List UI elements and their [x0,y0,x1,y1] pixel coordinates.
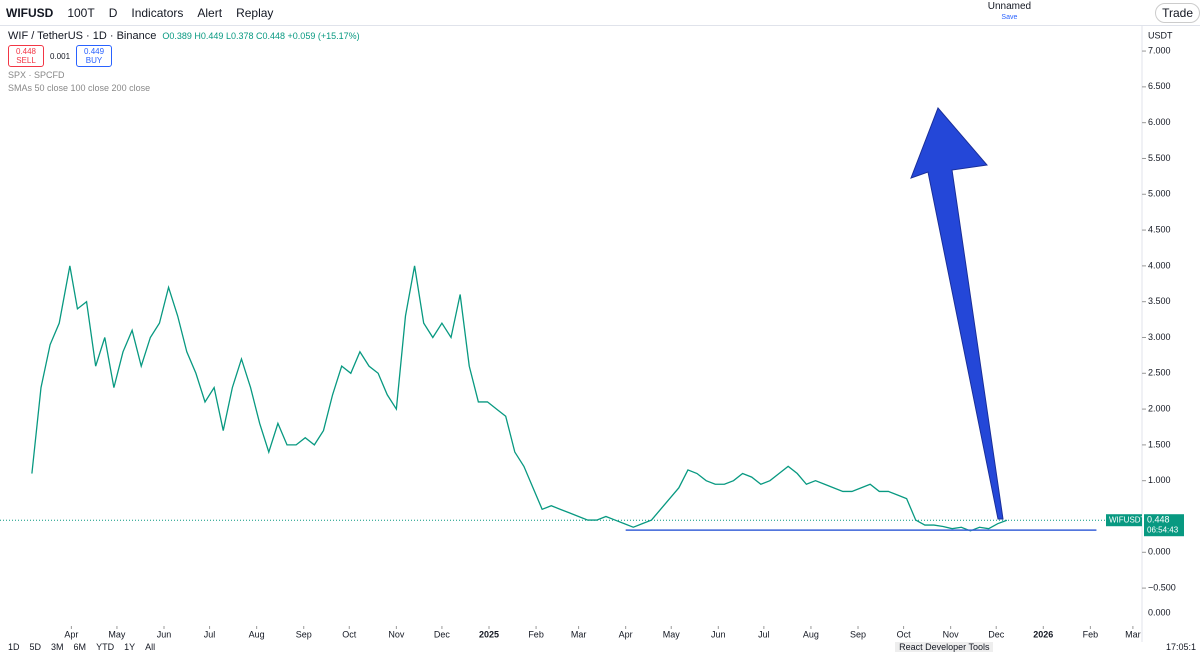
x-tick-label: 2026 [1033,629,1053,639]
x-tick-label: Nov [943,629,960,639]
bottom-bar: 1D 5D 3M 6M YTD 1Y All React Developer Tools 17:… [0,642,1200,652]
layout-name: Unnamed [987,1,1032,12]
y-tick-label: 4.000 [1148,260,1171,270]
range-button[interactable]: 3M [51,642,64,652]
change: +0.059 (+15.17%) [287,31,360,41]
legend: WIF / TetherUS · 1D · Binance O0.389 H0.… [8,30,360,96]
smas: SMAs 50 close 100 close 200 close [8,83,151,93]
x-tick-label: Sep [296,629,312,639]
indicator-zero: 0.000 [1148,607,1171,617]
x-tick-label: Jul [204,629,216,639]
y-tick-label: 6.500 [1148,81,1171,91]
layout-save: Save [1001,14,1018,21]
x-tick-label: Aug [803,629,819,639]
ohlc: O0.389 H0.449 L0.378 C0.448 +0.059 (+15.… [162,31,359,41]
x-tick-label: Apr [619,629,633,639]
range-button[interactable]: 1D [8,642,20,652]
replay-button[interactable]: Replay [236,5,274,20]
range-button[interactable]: 1Y [124,642,136,652]
y-tick-label: 6.000 [1148,117,1171,127]
buy-label: BUY [85,56,103,65]
x-tick-label: Nov [388,629,405,639]
x-tick-label: Jul [758,629,770,639]
sell-label: SELL [16,56,36,65]
y-tick-label: 5.000 [1148,189,1171,199]
chart: USDT 7.000 6.500 6.000 5.500 5.000 4.500 4.000… [0,26,1184,642]
clock[interactable]: 17:05:1 [1165,642,1196,652]
y-tick-label: 7.000 [1148,45,1171,55]
symbol-search[interactable]: WIFUSD [6,5,54,20]
high: H0.449 [194,31,224,41]
sell-price: 0.448 [15,47,37,56]
x-tick-label: Apr [64,629,78,639]
x-tick-label: Jun [157,629,172,639]
x-tick-label: May [663,629,681,639]
x-tick-label: Dec [434,629,451,639]
symbol-tag-text: WIFUSDT [1109,515,1146,524]
price-tag [1144,514,1184,537]
open: O0.389 [162,31,192,41]
x-tick-label: Oct [342,629,357,639]
spread: 0.001 [50,51,71,61]
buy-button[interactable]: 0.449 BUY [76,45,113,67]
x-tick-label: May [108,629,126,639]
x-tick-label: Mar [1125,629,1141,639]
indicators-button[interactable]: Indicators [131,5,184,20]
x-tick-label: Feb [1083,629,1099,639]
x-tick-label: Jun [711,629,726,639]
currency: USDT [1148,30,1173,40]
y-tick-label: 3.000 [1148,332,1171,342]
compare-symbol: SPX · SPCFD [8,70,65,80]
devtools-label[interactable]: React Developer Tools [895,642,994,652]
x-tick-label: Oct [897,629,912,639]
y-tick-label: 4.500 [1148,224,1171,234]
buy-price: 0.449 [84,47,105,56]
x-tick-label: Aug [249,629,265,639]
sell-button[interactable]: 0.448 SELL [8,45,44,67]
x-tick-label: 2025 [479,629,499,639]
price-tag-text: 0.448 [1147,515,1170,525]
interval[interactable]: D [108,5,118,20]
layout[interactable]: Unnamed Save [988,2,1031,23]
y-tick-label: 2.000 [1148,403,1171,413]
interval-count[interactable]: 100T [67,5,95,20]
y-tick-label: 5.500 [1148,153,1171,163]
y-tick-label: 3.500 [1148,296,1171,306]
alert-button[interactable]: Alert [197,5,223,20]
low: L0.378 [225,31,254,41]
range-button[interactable]: 6M [73,642,87,652]
y-tick-label: 0.000 [1148,547,1171,557]
countdown: 06:54:43 [1147,525,1179,534]
y-tick-label: 2.500 [1148,368,1171,378]
legend-title: WIF / TetherUS · 1D · Binance [8,30,157,42]
x-tick-label: Mar [571,629,587,639]
y-tick-label: 1.000 [1148,475,1171,485]
y-tick-label: 1.500 [1148,439,1171,449]
x-tick-label: Feb [528,629,544,639]
trade-button[interactable]: Trade [1155,2,1200,23]
x-tick-label: Sep [850,629,866,639]
annotation-arrow [910,107,1004,520]
toolbar: WIFUSD 100T D Indicators Alert Replay Un… [0,0,1200,26]
range-button[interactable]: All [145,642,156,652]
range-button[interactable]: YTD [96,642,115,652]
price-line [31,265,1008,532]
symbol-tag [1106,514,1142,527]
y-tick-label: −0.500 [1148,582,1176,592]
close: C0.448 [256,31,286,41]
range-button[interactable]: 5D [29,642,42,652]
x-tick-label: Dec [988,629,1005,639]
